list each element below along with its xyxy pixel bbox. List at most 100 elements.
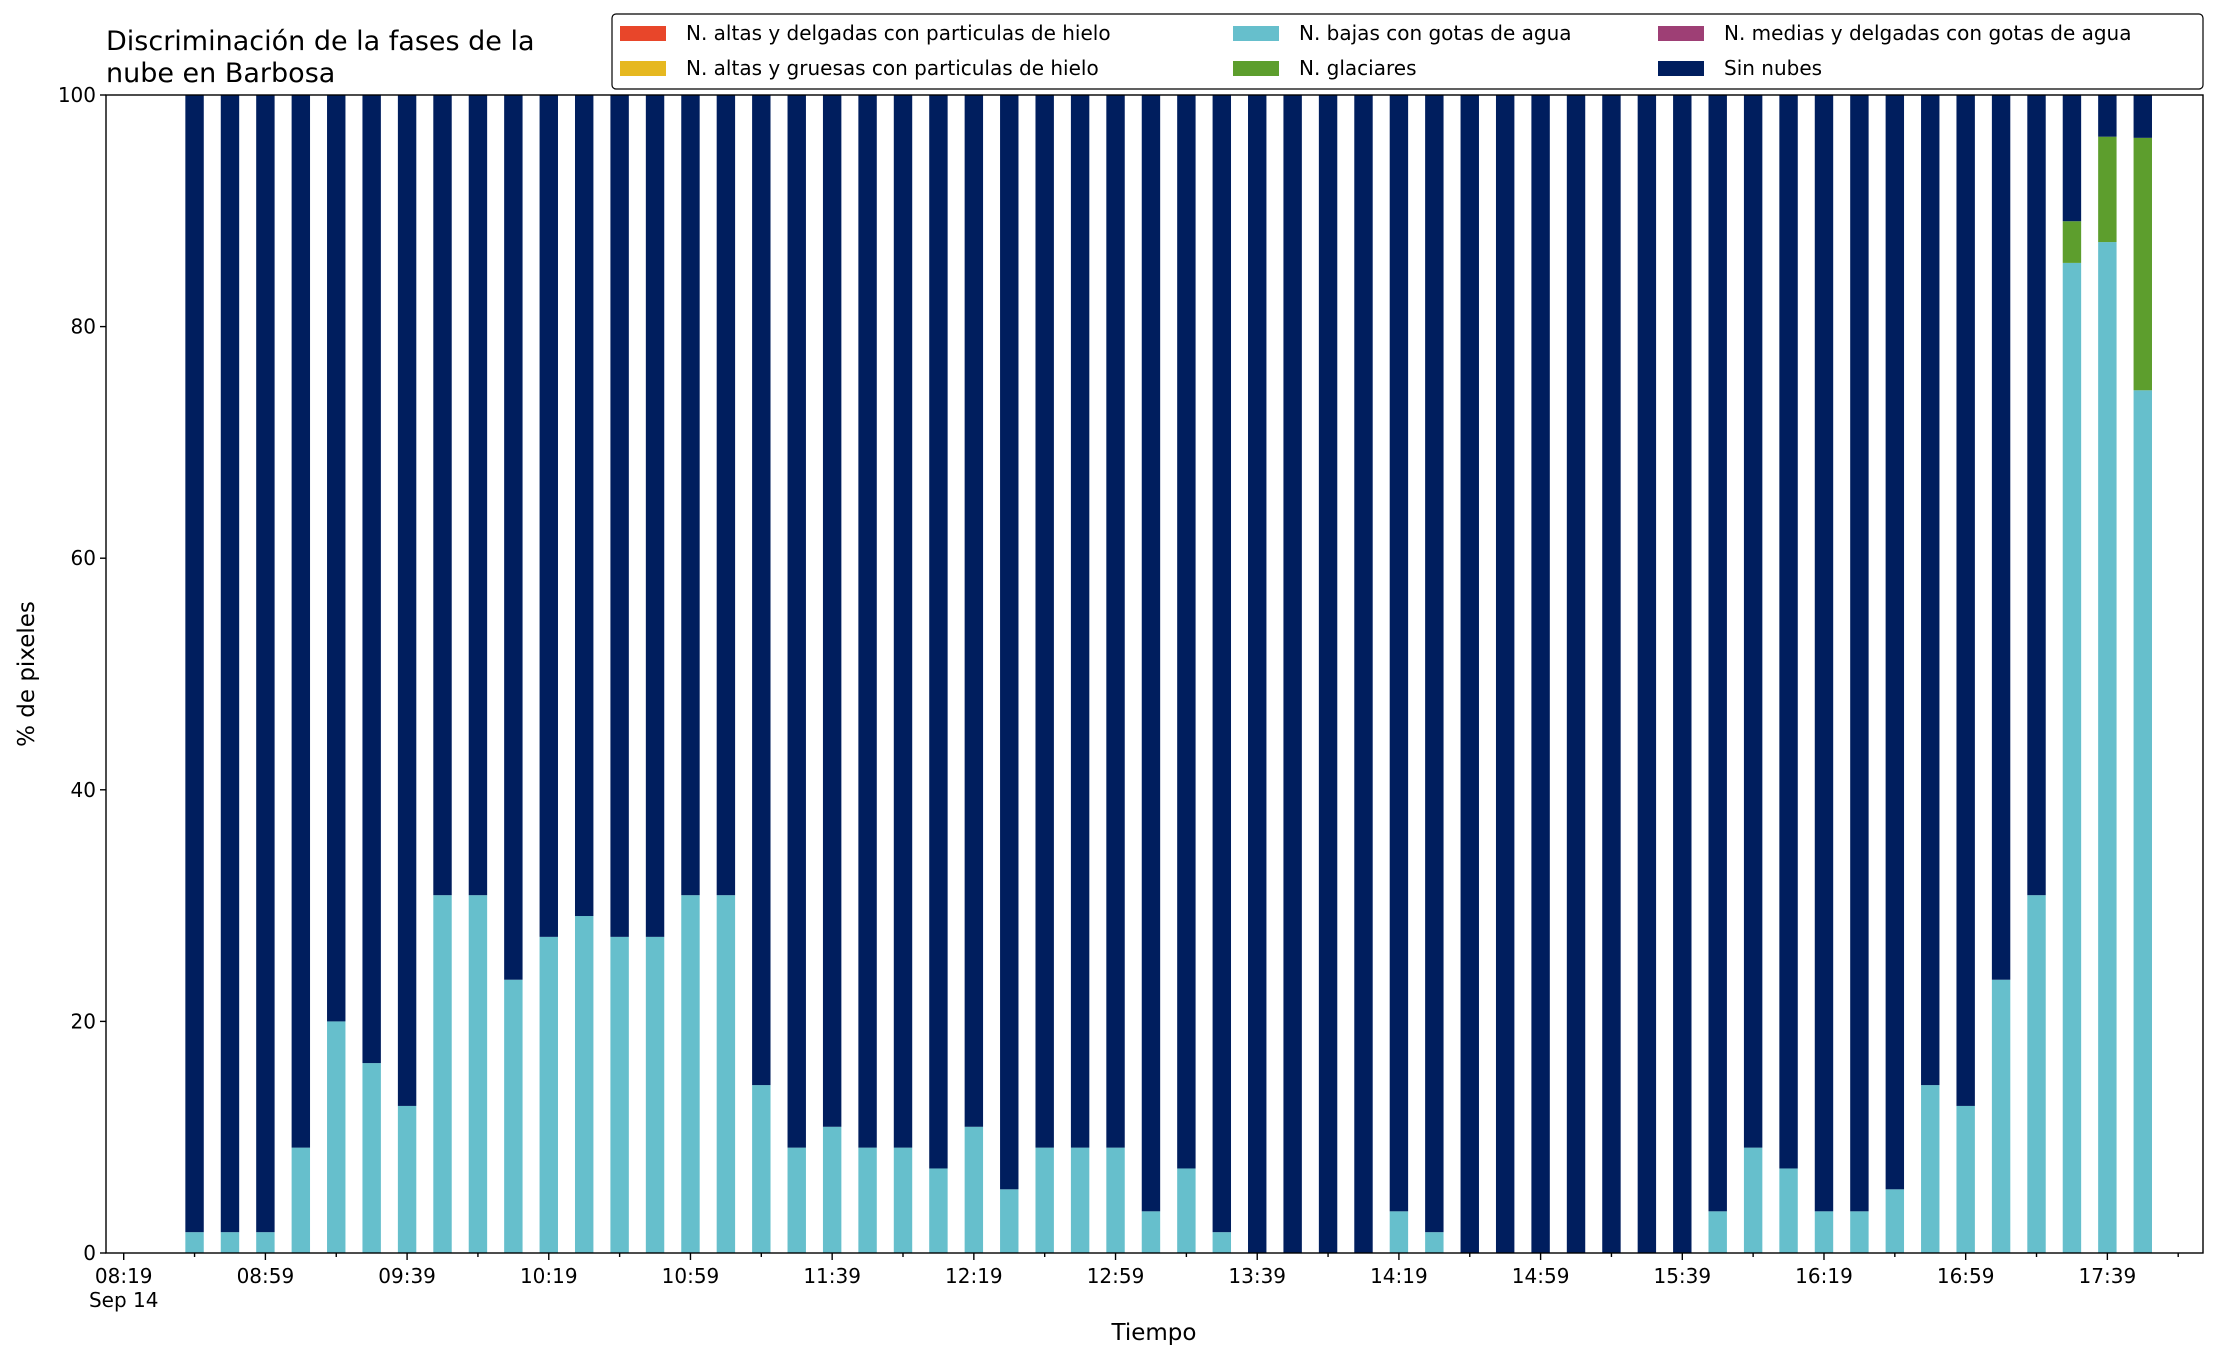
- x-tick-label: 10:59: [662, 1264, 720, 1288]
- bar-segment: [468, 895, 488, 1253]
- x-tick-label: 09:39: [378, 1264, 436, 1288]
- bar-segment: [397, 95, 417, 1106]
- bar-segment: [1885, 1189, 1905, 1253]
- bar-segment: [362, 95, 381, 1064]
- bar-segment: [610, 95, 629, 937]
- legend-swatch: [620, 61, 666, 76]
- bar-segment: [1566, 95, 1586, 1253]
- x-tick-label: 10:19: [520, 1264, 578, 1288]
- bar-segment: [1425, 1232, 1444, 1253]
- bar-segment: [645, 95, 665, 937]
- bar-segment: [1354, 95, 1373, 1253]
- bar-segment: [752, 95, 771, 1086]
- legend-swatch: [1658, 61, 1704, 76]
- bar-segment: [1743, 95, 1763, 1148]
- bar-segment: [397, 1105, 417, 1253]
- plot-frame: [105, 94, 2204, 1254]
- bar-segment: [1283, 95, 1302, 1253]
- bar-segment: [752, 1085, 771, 1253]
- y-tick-label: 20: [71, 1009, 96, 1033]
- bar-segment: [716, 895, 736, 1253]
- bar-segment: [2098, 242, 2117, 1254]
- bar-segment: [787, 1147, 806, 1253]
- bar-segment: [504, 95, 523, 980]
- bar-segment: [858, 1147, 877, 1253]
- legend-box: [611, 13, 2204, 90]
- bar-segment: [1141, 1211, 1161, 1253]
- x-tick-label: 08:19: [95, 1264, 153, 1288]
- legend-label: Sin nubes: [1724, 56, 1822, 80]
- bar-segment: [1177, 1168, 1196, 1253]
- legend-swatch: [620, 26, 666, 41]
- bar-segment: [1389, 95, 1409, 1212]
- bar-segment: [574, 95, 594, 917]
- x-tick-label: 17:39: [2079, 1264, 2137, 1288]
- bar-segment: [787, 95, 806, 1148]
- x-tick-label: 12:59: [1087, 1264, 1145, 1288]
- bar-segment: [2098, 95, 2117, 137]
- bar-segment: [2133, 95, 2152, 138]
- bar-segment: [893, 1147, 913, 1253]
- legend-swatch: [1658, 26, 1704, 41]
- bar-segment: [716, 95, 736, 896]
- bar-segment: [539, 95, 558, 937]
- x-tick-label: 13:39: [1228, 1264, 1286, 1288]
- x-tick-label: 14:19: [1370, 1264, 1428, 1288]
- bar-segment: [468, 95, 488, 896]
- bar-segment: [220, 1232, 240, 1253]
- x-tick-label: 08:59: [237, 1264, 295, 1288]
- bar-segment: [291, 95, 311, 1148]
- bar-segment: [1212, 1232, 1232, 1253]
- bar-segment: [1885, 95, 1905, 1190]
- bar-segment: [1070, 95, 1090, 1148]
- bar-segment: [822, 1126, 842, 1253]
- bar-segment: [1743, 1147, 1763, 1253]
- legend-label: N. bajas con gotas de agua: [1299, 21, 1572, 45]
- y-tick-label: 60: [71, 546, 96, 570]
- x-tick-sublabel: Sep 14: [89, 1288, 159, 1312]
- bar-segment: [929, 95, 948, 1169]
- bar-segment: [1921, 1085, 1940, 1253]
- bar-segment: [1779, 1168, 1798, 1253]
- bar-segment: [2062, 221, 2082, 263]
- legend-swatch: [1233, 61, 1279, 76]
- bar-segment: [1531, 95, 1550, 1253]
- bar-segment: [822, 95, 842, 1127]
- bar-segment: [2133, 390, 2152, 1253]
- bar-segment: [2098, 136, 2117, 243]
- y-tick-label: 100: [58, 83, 96, 107]
- bar-segment: [1814, 95, 1834, 1212]
- bar-segment: [964, 1126, 984, 1253]
- bar-segment: [1106, 1147, 1125, 1253]
- x-tick-label: 14:59: [1512, 1264, 1570, 1288]
- bar-segment: [2027, 95, 2046, 896]
- bar-segment: [1637, 95, 1657, 1253]
- bar-segment: [1673, 95, 1692, 1253]
- bar-segment: [858, 95, 877, 1148]
- bar-segment: [1602, 95, 1621, 1253]
- y-tick-label: 40: [71, 778, 96, 802]
- bar-segment: [1991, 979, 2011, 1253]
- bar-segment: [185, 1232, 204, 1253]
- legend-label: N. medias y delgadas con gotas de agua: [1724, 21, 2132, 45]
- bar-segment: [185, 95, 204, 1233]
- bar-segment: [645, 936, 665, 1253]
- bar-segment: [1814, 1211, 1834, 1253]
- bar-segment: [1850, 95, 1869, 1212]
- x-tick-label: 16:59: [1937, 1264, 1995, 1288]
- bar-segment: [1460, 95, 1479, 1253]
- bar-segment: [964, 95, 984, 1127]
- bar-segment: [681, 95, 700, 896]
- bar-segment: [2062, 262, 2082, 1253]
- bar-segment: [256, 1232, 275, 1253]
- bar-segment: [1070, 1147, 1090, 1253]
- bar-segment: [327, 1021, 346, 1253]
- bar-segment: [2133, 137, 2152, 391]
- bar-segment: [1495, 95, 1515, 1253]
- bar-segment: [433, 95, 452, 896]
- bar-segment: [362, 1063, 381, 1253]
- bar-segment: [1389, 1211, 1409, 1253]
- bar-segment: [681, 895, 700, 1253]
- bar-segment: [610, 936, 629, 1253]
- bar-segment: [1779, 95, 1798, 1169]
